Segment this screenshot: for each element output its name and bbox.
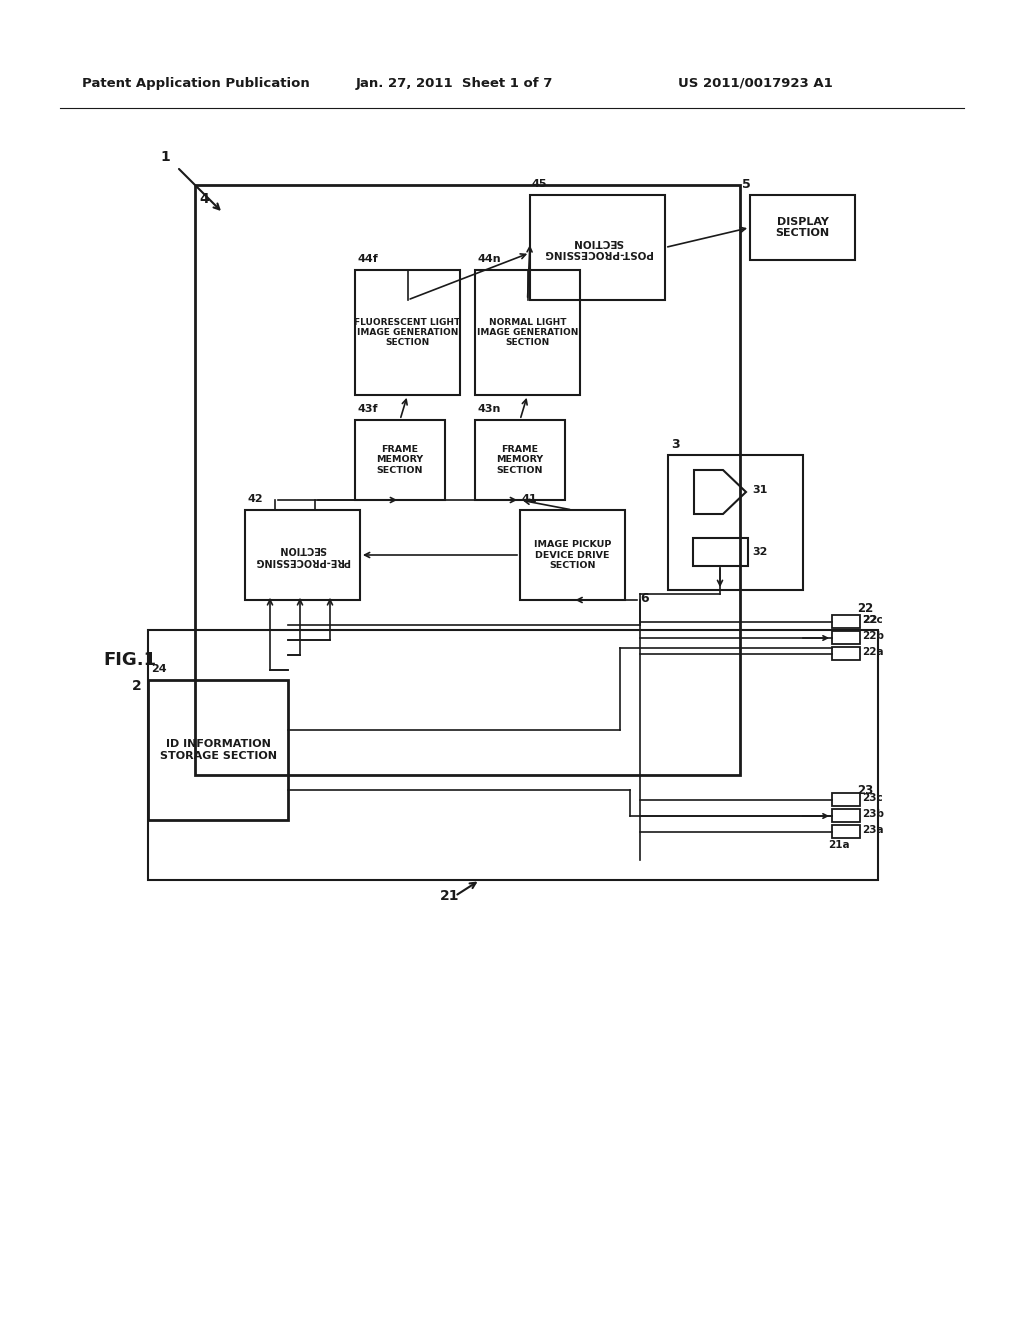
Text: 32: 32	[752, 546, 767, 557]
Text: 22: 22	[862, 615, 878, 624]
Bar	[245, 510, 360, 601]
Bar	[831, 615, 860, 628]
Text: 43n: 43n	[477, 404, 501, 414]
Text: ID INFORMATION
STORAGE SECTION: ID INFORMATION STORAGE SECTION	[160, 739, 276, 760]
Text: 5: 5	[742, 177, 751, 190]
Bar	[831, 793, 860, 807]
Bar	[148, 680, 288, 820]
Bar	[831, 809, 860, 822]
Bar	[831, 647, 860, 660]
Text: 22c: 22c	[862, 615, 883, 624]
Text: 4: 4	[199, 191, 209, 206]
Bar	[355, 420, 445, 500]
Text: 22: 22	[857, 602, 873, 615]
Text: Jan. 27, 2011  Sheet 1 of 7: Jan. 27, 2011 Sheet 1 of 7	[356, 77, 553, 90]
Text: 24: 24	[151, 664, 167, 675]
Text: FLUORESCENT LIGHT
IMAGE GENERATION
SECTION: FLUORESCENT LIGHT IMAGE GENERATION SECTI…	[354, 318, 461, 347]
Text: 22a: 22a	[862, 647, 884, 657]
Text: 3: 3	[671, 437, 680, 450]
Text: 21a: 21a	[828, 840, 850, 850]
Text: 21: 21	[440, 888, 460, 903]
Text: DISPLAY
SECTION: DISPLAY SECTION	[775, 216, 829, 239]
Text: 23c: 23c	[862, 793, 883, 803]
Bar	[355, 271, 460, 395]
Text: 31: 31	[752, 484, 767, 495]
Text: 44f: 44f	[357, 253, 378, 264]
Text: 23b: 23b	[862, 809, 884, 818]
Text: FIG.1: FIG.1	[103, 651, 156, 669]
Text: NORMAL LIGHT
IMAGE GENERATION
SECTION: NORMAL LIGHT IMAGE GENERATION SECTION	[477, 318, 579, 347]
Text: PRE-PROCESSING
SECTION: PRE-PROCESSING SECTION	[255, 544, 350, 566]
Bar	[668, 455, 803, 590]
Text: IMAGE PICKUP
DEVICE DRIVE
SECTION: IMAGE PICKUP DEVICE DRIVE SECTION	[534, 540, 611, 570]
Bar	[831, 631, 860, 644]
Bar	[520, 510, 625, 601]
Text: 1: 1	[160, 150, 170, 164]
Bar	[475, 271, 580, 395]
Text: 2: 2	[132, 678, 141, 693]
Text: 44n: 44n	[477, 253, 501, 264]
Bar	[475, 420, 565, 500]
Text: 45: 45	[531, 180, 547, 189]
Bar	[148, 630, 878, 880]
Text: Patent Application Publication: Patent Application Publication	[82, 77, 309, 90]
Text: 43f: 43f	[357, 404, 378, 414]
Text: POST-PROCESSING
SECTION: POST-PROCESSING SECTION	[543, 236, 652, 259]
Bar	[195, 185, 740, 775]
Text: 23: 23	[857, 784, 873, 796]
Text: US 2011/0017923 A1: US 2011/0017923 A1	[678, 77, 833, 90]
Text: FRAME
MEMORY
SECTION: FRAME MEMORY SECTION	[377, 445, 424, 475]
Bar	[750, 195, 855, 260]
Text: 41: 41	[522, 494, 538, 504]
Bar	[831, 825, 860, 838]
Text: 42: 42	[247, 494, 262, 504]
Text: 22b: 22b	[862, 631, 884, 642]
Text: FRAME
MEMORY
SECTION: FRAME MEMORY SECTION	[497, 445, 544, 475]
Text: 6: 6	[640, 591, 648, 605]
Bar	[530, 195, 665, 300]
Bar	[693, 539, 748, 566]
Text: 23a: 23a	[862, 825, 884, 836]
